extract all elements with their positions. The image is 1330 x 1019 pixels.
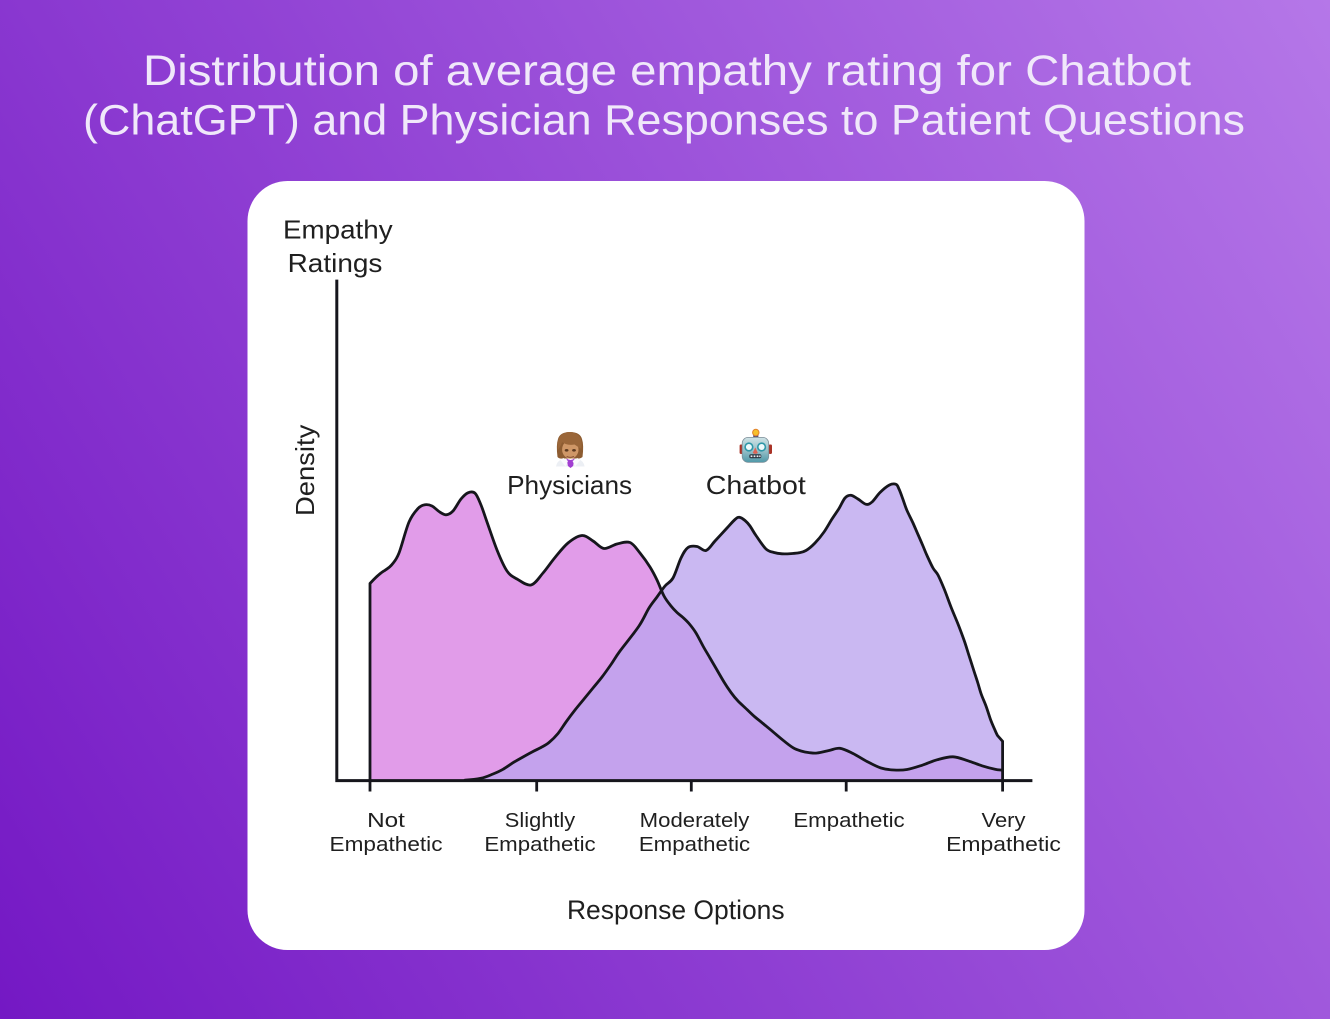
- svg-text:Distribution of average empath: Distribution of average empathy rating f…: [143, 48, 1191, 95]
- svg-text:Not: Not: [367, 809, 405, 832]
- svg-text:Empathetic: Empathetic: [793, 809, 904, 832]
- svg-text:Density: Density: [290, 425, 320, 516]
- svg-text:Empathetic: Empathetic: [946, 833, 1061, 856]
- svg-text:Slightly: Slightly: [505, 809, 576, 832]
- svg-text:Empathetic: Empathetic: [330, 833, 443, 856]
- svg-text:Moderately: Moderately: [640, 809, 750, 832]
- svg-text:Physicians: Physicians: [507, 470, 632, 500]
- svg-text:Response Options: Response Options: [567, 895, 785, 925]
- svg-text:(ChatGPT) and Physician Respon: (ChatGPT) and Physician Responses to Pat…: [83, 97, 1245, 144]
- svg-text:Chatbot: Chatbot: [706, 470, 807, 500]
- svg-text:Empathy: Empathy: [283, 215, 393, 245]
- svg-text:Ratings: Ratings: [288, 248, 383, 278]
- svg-text:Empathetic: Empathetic: [484, 833, 595, 856]
- svg-text:Very: Very: [982, 809, 1027, 832]
- svg-text:Empathetic: Empathetic: [639, 833, 750, 856]
